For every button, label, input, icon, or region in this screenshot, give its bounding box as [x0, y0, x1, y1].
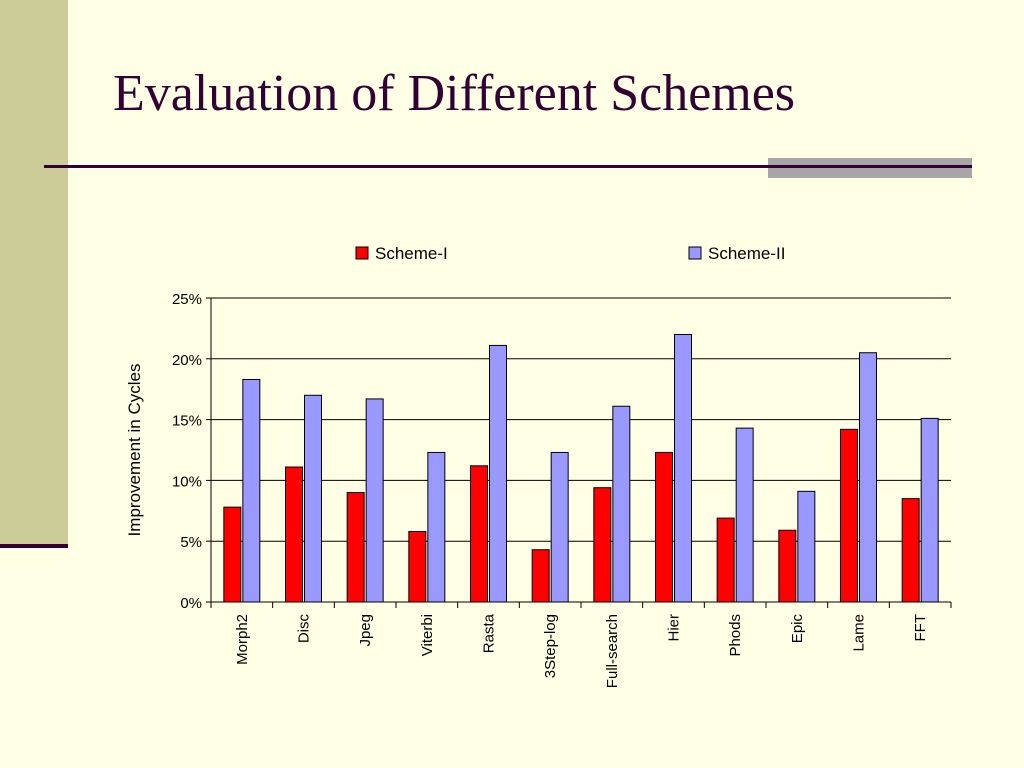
bar-scheme-i-fft	[901, 498, 920, 603]
x-tick-label: Lame	[851, 614, 868, 652]
x-tick-label: Full-search	[604, 614, 621, 688]
bars	[223, 333, 939, 603]
bar-scheme-ii-viterbi	[427, 451, 446, 603]
bar-scheme-ii-disc	[304, 394, 322, 603]
bar-scheme-i-morph2	[223, 506, 242, 603]
bar-scheme-ii-morph2	[242, 378, 261, 603]
bar-scheme-i-disc	[285, 466, 303, 603]
bar-scheme-i-rasta	[470, 465, 488, 603]
y-tick-label: 0%	[180, 595, 202, 612]
y-tick-label: 5%	[180, 534, 202, 551]
x-tick-label: Rasta	[481, 613, 498, 653]
x-tick-label: Jpeg	[357, 614, 374, 647]
y-tick-label: 10%	[172, 473, 202, 490]
x-tick-labels: Morph2 Disc Jpeg Viterbi Rasta 3Step-log Full-…	[234, 613, 929, 688]
bar-scheme-ii-lame	[859, 352, 877, 603]
title-accent-bar	[768, 158, 972, 178]
axes	[206, 297, 952, 608]
bar-scheme-i-full-search	[593, 487, 612, 603]
bar-scheme-ii-epic	[797, 490, 816, 603]
title-rule	[44, 165, 972, 168]
y-axis-label: Improvement in Cycles	[125, 364, 144, 537]
grid-lines	[211, 297, 951, 542]
bar-scheme-ii-jpeg	[365, 398, 384, 603]
side-band	[0, 0, 68, 544]
bar-scheme-i-viterbi	[408, 530, 427, 603]
y-tick-labels: 0% 5% 10% 15% 20% 25%	[172, 291, 202, 612]
bar-scheme-ii-rasta	[489, 344, 507, 603]
slide-title: Evaluation of Different Schemes	[113, 65, 796, 122]
x-tick-label: Phods	[727, 614, 744, 657]
x-tick-label: FFT	[912, 614, 929, 642]
bar-scheme-i-jpeg	[346, 492, 365, 603]
x-tick-label: Epic	[789, 614, 806, 644]
bar-scheme-i-3step-log	[531, 549, 550, 603]
legend-label: Scheme-I	[375, 244, 448, 263]
bar-scheme-i-epic	[778, 529, 797, 603]
bar-scheme-ii-full-search	[612, 405, 631, 603]
bar-scheme-i-lame	[840, 428, 858, 603]
side-band-foot	[0, 544, 68, 548]
x-tick-label: Morph2	[234, 614, 251, 665]
legend-label: Scheme-II	[708, 244, 785, 263]
y-tick-label: 15%	[172, 413, 202, 430]
bar-scheme-ii-hier	[674, 333, 692, 603]
bar-scheme-ii-fft	[920, 417, 939, 603]
x-tick-label: Viterbi	[419, 614, 436, 656]
x-tick-label: Hier	[666, 614, 683, 642]
y-tick-label: 20%	[172, 352, 202, 369]
legend-swatch	[355, 246, 369, 260]
y-tick-label: 25%	[172, 291, 202, 308]
bar-scheme-ii-3step-log	[550, 451, 569, 603]
bar-scheme-i-phods	[716, 517, 735, 603]
legend: Scheme-I Scheme-II	[355, 244, 785, 263]
x-tick-label: Disc	[296, 614, 313, 644]
bar-scheme-ii-phods	[735, 427, 754, 603]
bar-scheme-i-hier	[655, 451, 673, 603]
legend-swatch	[688, 246, 702, 260]
x-tick-label: 3Step-log	[542, 614, 559, 678]
